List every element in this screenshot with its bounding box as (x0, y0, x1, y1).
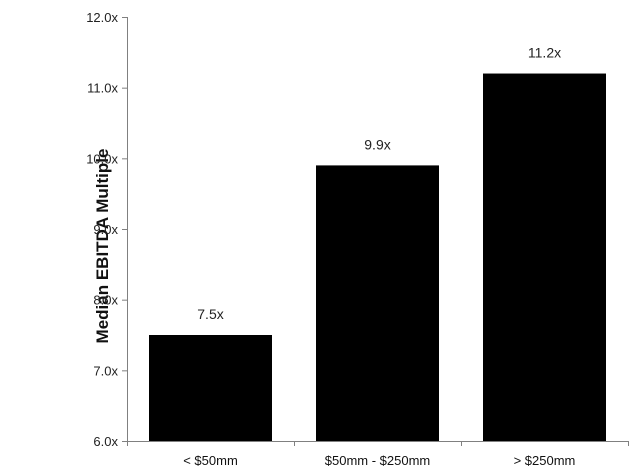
y-ticks: 6.0x 7.0x 8.0x 9.0x 10.0x 11.0x 12.0x (86, 10, 127, 449)
bar (316, 165, 439, 441)
data-labels: 7.5x 9.9x 11.2x (197, 45, 561, 322)
bar (483, 73, 606, 442)
y-tick-label: 12.0x (86, 10, 118, 25)
data-label: 7.5x (197, 306, 223, 322)
y-tick-label: 9.0x (93, 222, 118, 237)
y-tick-label: 6.0x (93, 434, 118, 449)
y-axis-label: Median EBITDA Multiple (93, 149, 112, 344)
data-label: 11.2x (528, 45, 561, 61)
x-tick-label: $50mm - $250mm (325, 453, 430, 468)
x-ticks: < $50mm $50mm - $250mm > $250mm (127, 441, 629, 468)
y-tick-label: 10.0x (86, 151, 118, 166)
y-tick-label: 8.0x (93, 293, 118, 308)
x-tick-label: < $50mm (183, 453, 238, 468)
y-tick-label: 11.0x (87, 81, 118, 96)
x-tick-label: > $250mm (514, 453, 576, 468)
bars (149, 73, 606, 442)
y-tick-label: 7.0x (93, 363, 118, 378)
bar (149, 335, 272, 441)
data-label: 9.9x (364, 136, 390, 152)
axes (127, 17, 628, 442)
